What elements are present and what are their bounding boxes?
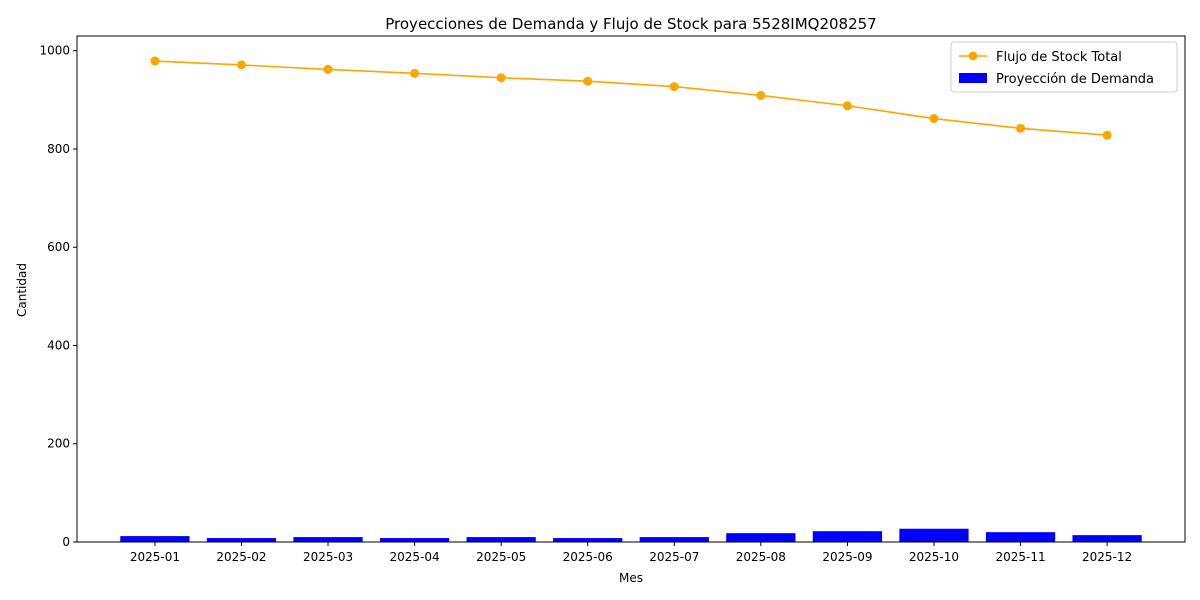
plot-area: 2025-01 2025-02 2025-03 2025-04 2025-05 2025-…	[39, 35, 1186, 564]
stock-flow-point	[669, 82, 679, 92]
stock-flow-point	[929, 114, 939, 124]
demand-bar	[985, 532, 1056, 542]
stock-flow-point	[1102, 130, 1112, 140]
legend-bar-swatch	[959, 73, 987, 83]
x-tick-label: 2025-07	[649, 550, 699, 564]
y-tick-label: 1000	[39, 44, 70, 58]
x-tick-label: 2025-04	[390, 550, 440, 564]
demand-bar	[812, 531, 883, 542]
chart-title: Proyecciones de Demanda y Flujo de Stock…	[385, 15, 876, 33]
y-tick-label: 600	[47, 240, 70, 254]
stock-flow-point	[1016, 123, 1026, 133]
y-tick-label: 0	[62, 535, 70, 549]
stock-flow-point	[236, 60, 246, 70]
demand-bar	[293, 537, 363, 542]
y-tick-label: 200	[47, 437, 70, 451]
stock-flow-point	[410, 68, 420, 78]
legend: Flujo de Stock Total Proyección de Demand…	[950, 41, 1178, 93]
x-axis-label: Mes	[619, 571, 643, 585]
demand-bar	[726, 533, 796, 542]
stock-flow-point	[842, 101, 852, 111]
x-tick-label: 2025-08	[736, 550, 786, 564]
demand-bar	[639, 537, 709, 542]
x-tick-label: 2025-01	[130, 550, 180, 564]
demand-bar	[899, 528, 969, 542]
x-tick-label: 2025-09	[822, 550, 872, 564]
x-tick-label: 2025-06	[563, 550, 613, 564]
stock-flow-line	[154, 60, 1108, 137]
plot-frame	[76, 35, 1186, 543]
y-tick-label: 400	[47, 338, 70, 352]
stock-flow-point	[150, 56, 160, 66]
stock-flow-point	[583, 76, 593, 86]
x-tick-label: 2025-12	[1082, 550, 1132, 564]
demand-bar	[466, 537, 536, 542]
legend-box	[950, 41, 1178, 93]
stock-flow-point	[496, 73, 506, 83]
legend-marker	[968, 51, 978, 61]
x-tick-label: 2025-03	[303, 550, 353, 564]
legend-entry-demand: Proyección de Demanda	[996, 72, 1154, 87]
demand-bar	[379, 538, 450, 542]
x-tick-label: 2025-10	[909, 550, 959, 564]
y-tick-label: 800	[47, 142, 70, 156]
demand-bar	[120, 536, 190, 542]
stock-flow-point	[323, 64, 333, 74]
stock-flow-point	[756, 90, 766, 100]
demand-bar	[553, 538, 623, 542]
x-tick-label: 2025-11	[995, 550, 1045, 564]
x-tick-label: 2025-02	[216, 550, 266, 564]
y-axis-label: Cantidad	[15, 263, 29, 317]
demand-bar	[1072, 535, 1142, 542]
demand-bar	[206, 538, 277, 542]
legend-entry-stock: Flujo de Stock Total	[996, 50, 1122, 65]
x-tick-label: 2025-05	[476, 550, 526, 564]
